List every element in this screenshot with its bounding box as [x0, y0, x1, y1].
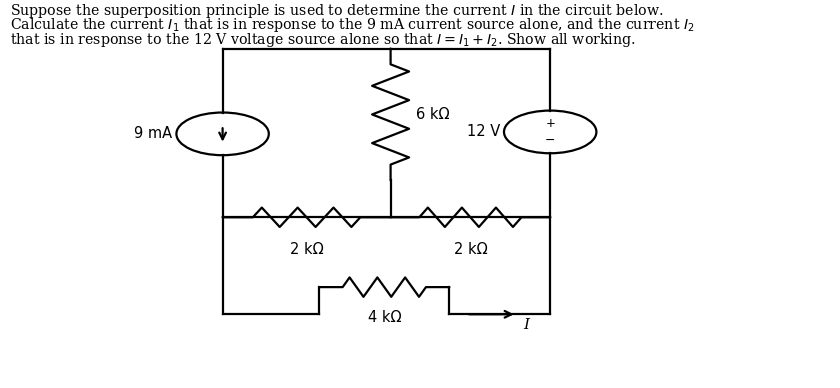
Text: 9 mA: 9 mA — [134, 126, 172, 141]
Text: I: I — [523, 318, 529, 332]
Text: 12 V: 12 V — [466, 125, 500, 139]
Text: Suppose the superposition principle is used to determine the current $I$ in the : Suppose the superposition principle is u… — [10, 2, 664, 20]
Text: +: + — [545, 117, 555, 130]
Text: Calculate the current $I_1$ that is in response to the 9 mA current source alone: Calculate the current $I_1$ that is in r… — [10, 16, 695, 34]
Text: that is in response to the 12 V voltage source alone so that $I = I_1 + I_2$. Sh: that is in response to the 12 V voltage … — [10, 31, 636, 48]
Text: −: − — [545, 134, 555, 147]
Text: 6 kΩ: 6 kΩ — [416, 107, 449, 122]
Text: 2 kΩ: 2 kΩ — [290, 242, 323, 258]
Text: 4 kΩ: 4 kΩ — [368, 310, 401, 326]
Text: 2 kΩ: 2 kΩ — [454, 242, 487, 258]
